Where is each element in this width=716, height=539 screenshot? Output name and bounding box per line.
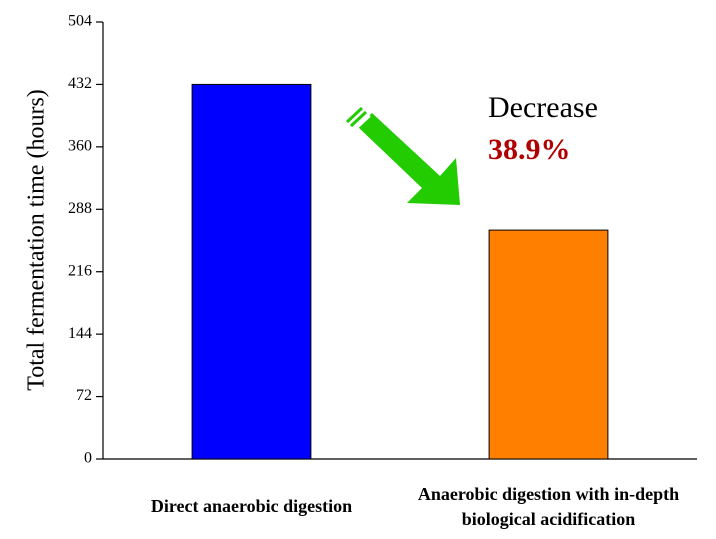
- x-tick-label: Anaerobic digestion with in-depth biolog…: [417, 484, 680, 529]
- y-tick-label: 72: [76, 387, 92, 404]
- annotation-value: 38.9%: [488, 133, 571, 166]
- annotation: Decrease: [488, 91, 598, 124]
- y-tick-label: 288: [68, 200, 92, 217]
- y-axis-title: Total fermentation time (hours): [24, 89, 50, 391]
- bar: [191, 83, 312, 460]
- y-tick-label: 144: [68, 325, 92, 342]
- arrow-stripe: [345, 106, 364, 124]
- y-tick-label: 432: [68, 75, 92, 92]
- y-tick-label: 504: [68, 13, 92, 30]
- y-tick-label: 216: [68, 262, 92, 279]
- y-tick-label: 360: [68, 138, 92, 155]
- arrow-stripe: [349, 110, 368, 128]
- bar: [488, 229, 609, 460]
- arrow-stripe: [354, 115, 371, 131]
- y-tick-label: 0: [84, 450, 92, 467]
- arrow: [358, 113, 460, 205]
- x-tick-label: Direct anaerobic digestion: [150, 496, 353, 516]
